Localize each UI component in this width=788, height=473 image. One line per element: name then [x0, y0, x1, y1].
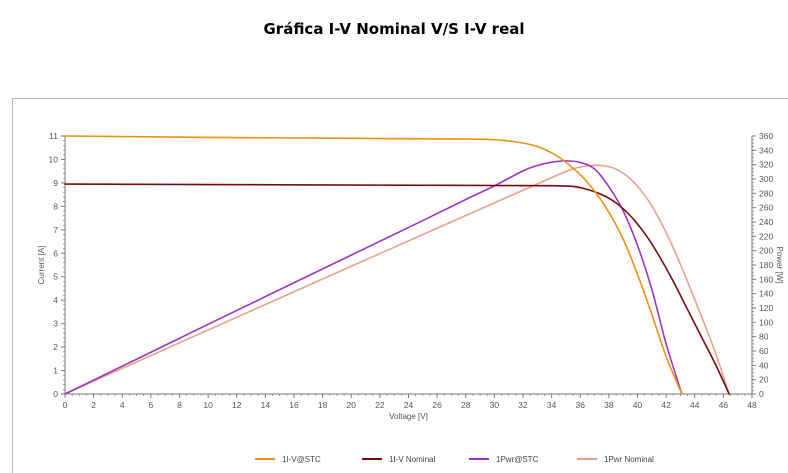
y2-tick-label: 20	[759, 375, 769, 385]
chart-frame	[12, 98, 788, 473]
legend-label: 1I-V@STC	[282, 455, 321, 464]
chart-series	[64, 135, 730, 395]
chart-axes: 0 2 4 6 8 10 12 14 16 18 20 22 24 26 28 30 32 34 36 38 40 42 4…	[37, 131, 784, 421]
legend-label: 1I-V Nominal	[389, 455, 435, 464]
x-tick-label: 42	[661, 400, 671, 410]
y-tick-label: 1	[53, 366, 58, 376]
y2-tick-label: 300	[759, 174, 773, 184]
y-tick-label: 9	[53, 178, 58, 188]
x-tick-label: 40	[633, 400, 643, 410]
x-tick-label: 2	[91, 400, 96, 410]
x-tick-label: 16	[289, 400, 299, 410]
x-tick-label: 6	[149, 400, 154, 410]
y2-tick-label: 220	[759, 231, 773, 241]
x-tick-label: 8	[177, 400, 182, 410]
x-tick-label: 26	[432, 400, 442, 410]
x-tick-label: 10	[203, 400, 213, 410]
y2-tick-label: 340	[759, 145, 773, 155]
y2-tick-label: 360	[759, 131, 773, 141]
series-line-1pwr-nominal	[64, 164, 730, 395]
y2-tick-label: 140	[759, 289, 773, 299]
y2-tick-label: 80	[759, 332, 769, 342]
y2-tick-label: 240	[759, 217, 773, 227]
y-tick-label: 0	[53, 389, 58, 399]
y2-axis-title: Power [W]	[775, 247, 784, 284]
x-tick-label: 46	[719, 400, 729, 410]
x-axis-title: Voltage [V]	[389, 412, 428, 421]
y2-tick-label: 0	[759, 389, 764, 399]
y2-tick-label: 100	[759, 317, 773, 327]
x-tick-label: 4	[120, 400, 125, 410]
x-tick-label: 24	[404, 400, 414, 410]
series-line-1pwr-stc	[64, 160, 683, 395]
x-tick-label: 28	[461, 400, 471, 410]
series-line-1i-v-nominal	[64, 183, 730, 395]
legend-label: 1Pwr Nominal	[604, 455, 654, 464]
y-tick-label: 6	[53, 248, 58, 258]
x-tick-label: 0	[63, 400, 68, 410]
y-tick-label: 8	[53, 201, 58, 211]
x-tick-label: 38	[604, 400, 614, 410]
y-tick-label: 7	[53, 225, 58, 235]
x-tick-label: 48	[747, 400, 757, 410]
y-tick-label: 11	[49, 131, 58, 141]
y-axis-title: Current [A]	[37, 246, 46, 285]
x-tick-label: 22	[375, 400, 385, 410]
y2-tick-label: 180	[759, 260, 773, 270]
x-tick-label: 32	[518, 400, 528, 410]
x-tick-label: 20	[347, 400, 357, 410]
y2-tick-label: 320	[759, 160, 773, 170]
y2-tick-label: 260	[759, 203, 773, 213]
x-tick-label: 30	[490, 400, 500, 410]
y-tick-label: 5	[53, 272, 58, 282]
x-tick-label: 36	[576, 400, 586, 410]
legend-label: 1Pwr@STC	[496, 455, 539, 464]
x-tick-label: 44	[690, 400, 700, 410]
x-tick-label: 18	[318, 400, 328, 410]
x-tick-label: 34	[547, 400, 557, 410]
x-tick-label: 12	[232, 400, 242, 410]
y-tick-label: 2	[53, 342, 58, 352]
y2-tick-label: 280	[759, 188, 773, 198]
y2-tick-label: 40	[759, 360, 769, 370]
y-tick-label: 3	[53, 319, 58, 329]
y2-tick-label: 120	[759, 303, 773, 313]
y2-tick-label: 200	[759, 246, 773, 256]
chart-legend: 1I-V@STC 1I-V Nominal 1Pwr@STC 1Pwr Nominal	[255, 455, 654, 464]
x-tick-label: 14	[261, 400, 271, 410]
series-line-1i-v-stc	[64, 135, 683, 395]
y2-tick-label: 60	[759, 346, 769, 356]
y-tick-label: 4	[53, 295, 58, 305]
page-title: Gráfica I-V Nominal V/S I-V real	[263, 20, 525, 38]
y-tick-label: 10	[49, 154, 59, 164]
y2-tick-label: 160	[759, 274, 773, 284]
